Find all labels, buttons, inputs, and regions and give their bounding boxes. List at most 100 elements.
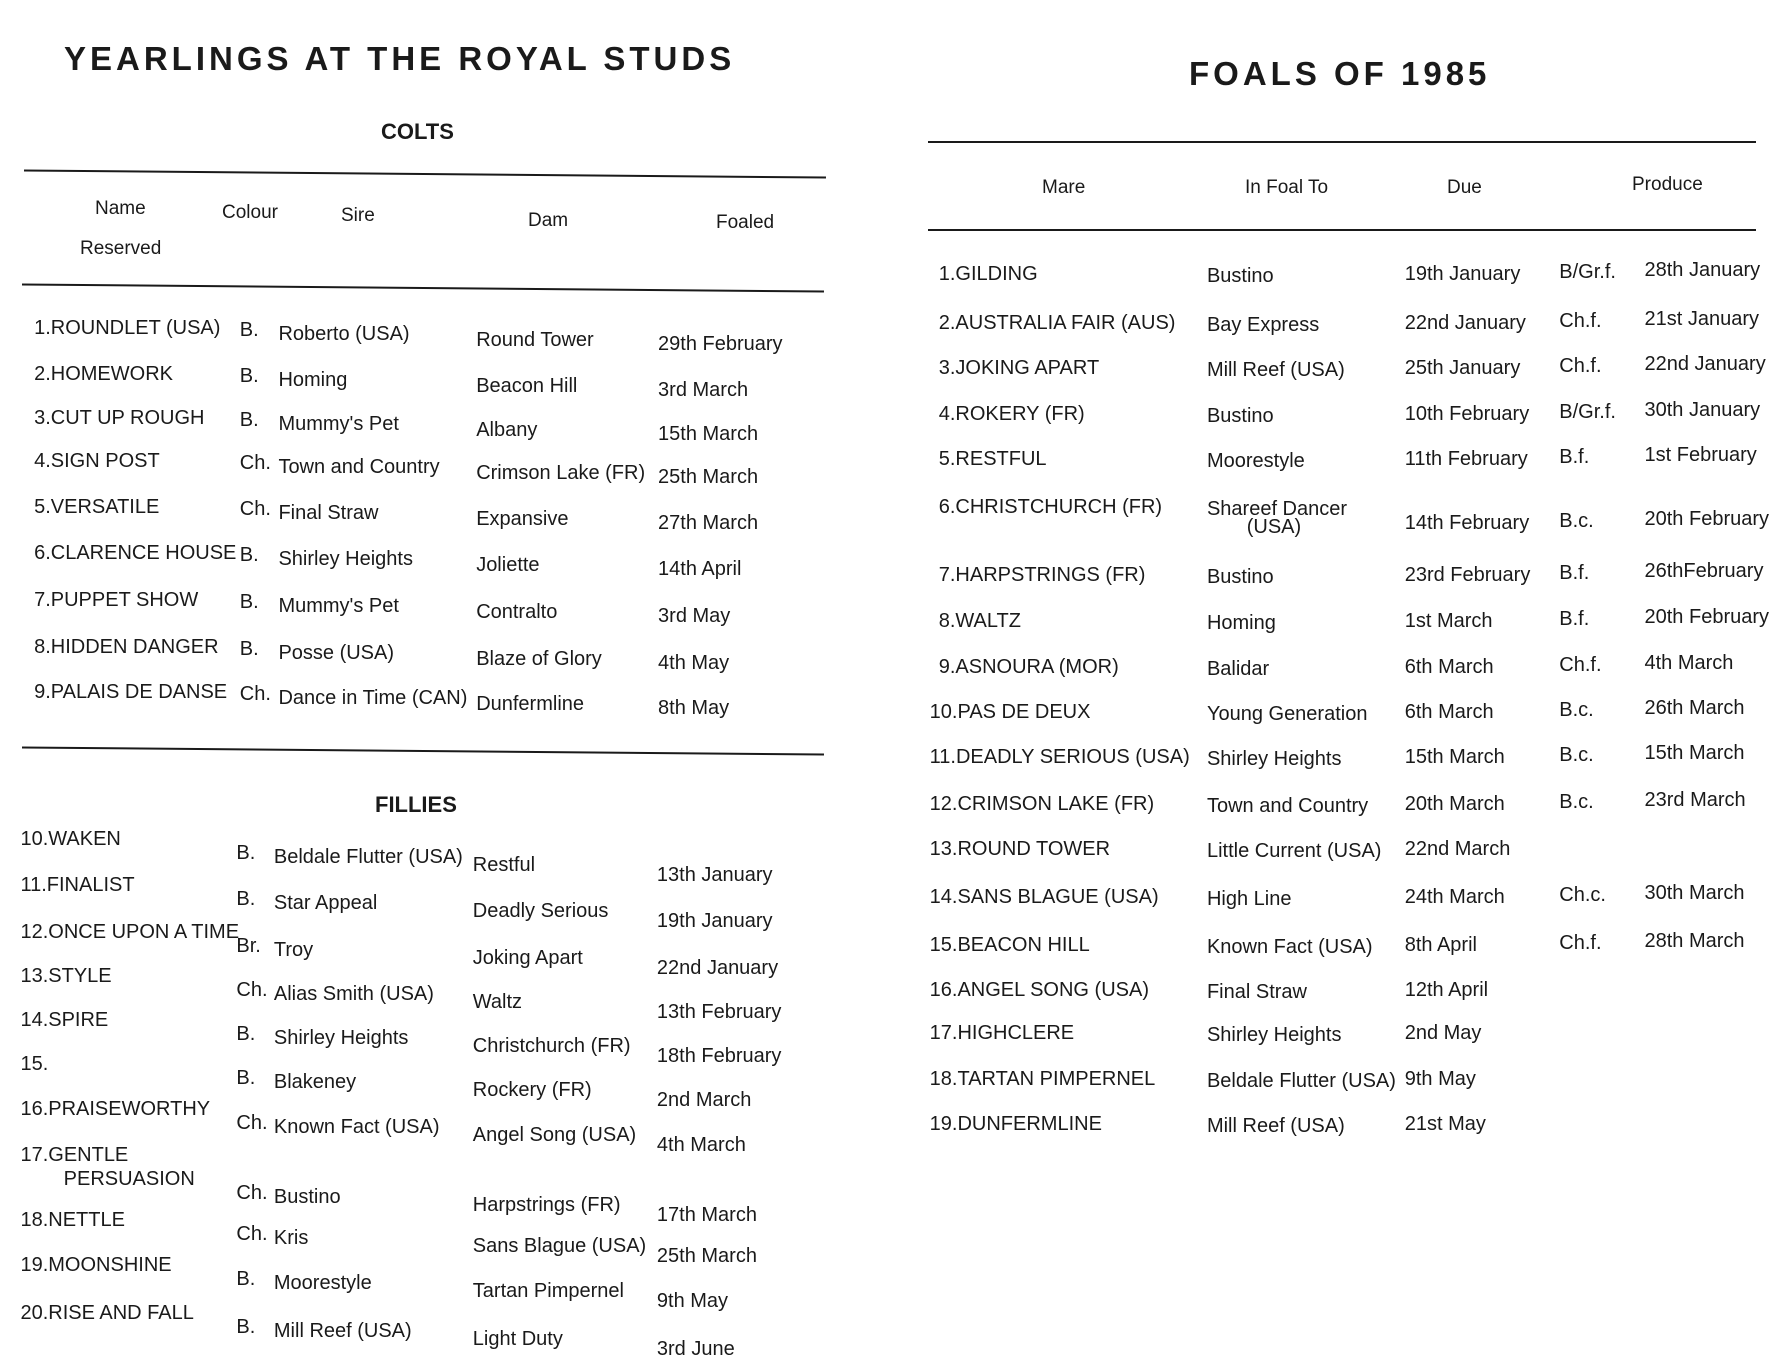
colt-foaled: 29th February [658,333,783,356]
colt-sire: Final Straw [278,501,379,524]
fillies-heading: FILLIES [375,792,457,817]
filly-name: 16.PRAISEWORTHY [20,1098,211,1121]
produce-sex: Ch.c. [1559,883,1606,906]
filly-foaled: 13th January [656,863,773,886]
produce-sex: B.f. [1559,562,1590,585]
colt-colour: B. [239,637,259,660]
produce-sex: B.c. [1559,510,1594,532]
produce-sex: B/Gr.f. [1559,261,1616,284]
colt-name: 6.CLARENCE HOUSE [34,542,237,565]
produce-date: 1st February [1644,444,1757,467]
filly-colour: B. [236,888,256,911]
header-foaled: Foaled [716,212,775,233]
mare-name: 6.CHRISTCHURCH (FR) [938,496,1163,518]
filly-colour: Ch. [236,979,268,1002]
produce-sex: B.c. [1559,698,1594,721]
colt-sire: Dance in Time (CAN) [278,686,468,709]
mare-name: 16.ANGEL SONG (USA) [929,979,1149,1002]
produce-date: 22nd January [1644,353,1766,376]
due-date: 22nd March [1404,838,1511,861]
due-date: 8th April [1404,933,1477,956]
mare-name: 10.PAS DE DEUX [929,700,1091,723]
in-foal-to: Beldale Flutter (USA) [1206,1069,1396,1092]
filly-sire: Alias Smith (USA) [273,983,434,1006]
due-date: 10th February [1404,402,1530,425]
produce-date: 28th January [1644,259,1761,282]
filly-foaled: 13th February [656,1001,782,1024]
colt-sire: Mummy's Pet [278,413,399,436]
colt-foaled: 15th March [658,423,759,446]
filly-name-continued: PERSUASION [63,1167,195,1190]
filly-foaled: 4th March [656,1134,746,1157]
filly-dam: Deadly Serious [472,900,609,923]
produce-date: 28th March [1644,929,1745,952]
filly-colour: Br. [236,934,261,957]
mare-name: 13.ROUND TOWER [929,838,1111,861]
colt-dam: Joliette [476,554,540,577]
filly-name: 13.STYLE [20,965,112,988]
filly-colour: B. [236,1023,256,1046]
produce-date: 20th February [1644,605,1770,628]
in-foal-to: Homing [1206,611,1276,634]
filly-name: 18.NETTLE [20,1209,125,1232]
mare-name: 18.TARTAN PIMPERNEL [929,1067,1156,1090]
filly-name: 12.ONCE UPON A TIME [20,920,240,943]
colt-name: 8.HIDDEN DANGER [34,635,219,658]
filly-colour: B. [236,1315,256,1338]
right-page-title: FOALS OF 1985 [1189,55,1491,92]
colt-foaled: 3rd May [658,604,731,627]
mare-name: 19.DUNFERMLINE [929,1113,1102,1136]
colt-dam: Expansive [476,507,569,530]
colt-foaled: 14th April [658,558,742,581]
mare-name: 9.ASNOURA (MOR) [938,656,1119,679]
filly-dam: Waltz [472,991,523,1014]
header-name: Name [95,198,146,219]
filly-colour: B. [236,841,256,864]
filly-sire: Mill Reef (USA) [273,1319,412,1342]
mare-name: 12.CRIMSON LAKE (FR) [929,792,1155,815]
due-date: 2nd May [1404,1022,1482,1045]
colt-dam: Dunfermline [476,692,585,715]
due-date: 24th March [1404,885,1505,908]
produce-sex: Ch.f. [1559,355,1602,378]
colt-foaled: 8th May [658,696,730,719]
header-reserved: Reserved [80,238,162,259]
due-date: 11th February [1404,448,1528,471]
produce-sex: B.c. [1559,790,1594,813]
colts-heading: COLTS [381,119,454,144]
colt-colour: B. [239,364,259,387]
produce-date: 20th February [1644,508,1770,530]
produce-date: 23rd March [1644,788,1746,811]
due-date: 21st May [1404,1113,1486,1136]
produce-sex: B.c. [1559,744,1594,767]
colt-name: 2.HOMEWORK [34,362,173,385]
due-date: 15th March [1404,746,1505,769]
filly-dam: Joking Apart [472,946,583,969]
filly-colour: Ch. [236,1181,268,1204]
header-produce: Produce [1632,174,1703,195]
divider [22,283,824,293]
filly-foaled: 22nd January [656,956,779,979]
divider [928,229,1756,231]
in-foal-to: Little Current (USA) [1206,840,1382,863]
divider [24,169,826,179]
filly-name: 17.GENTLE [20,1143,129,1166]
mare-name: 2.AUSTRALIA FAIR (AUS) [938,311,1176,334]
colt-dam: Contralto [476,600,558,623]
produce-date: 4th March [1644,652,1734,675]
due-date: 6th March [1404,656,1494,679]
colt-dam: Round Tower [476,329,594,352]
divider [928,141,1756,143]
produce-date: 26thFebruary [1644,560,1764,583]
mare-name: 5.RESTFUL [938,448,1047,471]
produce-sex: B.f. [1559,446,1590,469]
colt-dam: Albany [476,419,538,442]
colt-name: 3.CUT UP ROUGH [34,407,205,430]
in-foal-to: Town and Country [1206,794,1369,817]
header-dam: Dam [528,210,569,231]
in-foal-to: Mill Reef (USA) [1206,1115,1345,1138]
colt-dam: Crimson Lake (FR) [476,462,646,485]
colt-name: 5.VERSATILE [34,495,160,518]
due-date: 20th March [1404,792,1505,815]
colt-sire: Mummy's Pet [278,594,399,617]
